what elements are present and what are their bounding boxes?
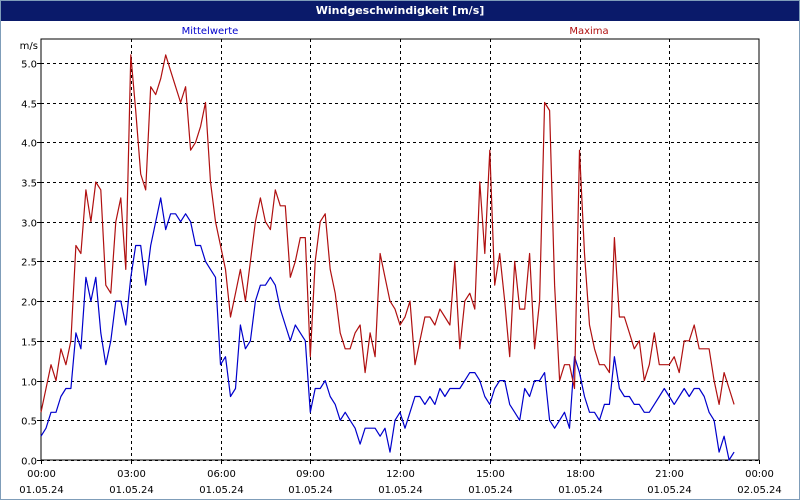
x-tick-date-label: 01.05.24 [558, 485, 603, 496]
legend-maxima: Maxima [569, 26, 608, 37]
y-tick-label: 1.5 [21, 338, 37, 349]
x-tick-date-label: 01.05.24 [468, 485, 513, 496]
x-tick-time-label: 00:00 [745, 469, 774, 480]
x-tick-date-label: 02.05.24 [737, 485, 782, 496]
series-line-maxima [40, 54, 735, 413]
y-tick-label: 2.0 [21, 298, 37, 309]
y-tick-label: 5.0 [21, 60, 37, 71]
y-tick-label: 3.5 [21, 179, 37, 190]
x-tick-time-label: 00:00 [27, 469, 56, 480]
y-tick-label: 2.5 [21, 258, 37, 269]
y-tick-label: 0.5 [21, 417, 37, 428]
y-tick-label: 1.0 [21, 378, 37, 389]
y-tick-label: 0.0 [21, 457, 37, 468]
y-axis-label: m/s [20, 41, 38, 52]
x-tick-time-label: 21:00 [655, 469, 684, 480]
y-tick-label: 4.0 [21, 139, 37, 150]
x-tick-date-label: 01.05.24 [378, 485, 423, 496]
x-tick-date-label: 01.05.24 [647, 485, 692, 496]
x-tick-time-label: 03:00 [117, 469, 146, 480]
window-title: Windgeschwindigkeit [m/s] [1, 1, 799, 21]
x-tick-time-label: 12:00 [386, 469, 415, 480]
x-tick-date-label: 01.05.24 [199, 485, 244, 496]
legend-mittelwerte: Mittelwerte [182, 26, 239, 37]
x-tick-date-label: 01.05.24 [19, 485, 64, 496]
y-tick-label: 3.0 [21, 219, 37, 230]
x-tick-time-label: 18:00 [566, 469, 595, 480]
x-tick-time-label: 09:00 [296, 469, 325, 480]
series-line-mittelwerte [40, 197, 735, 461]
y-tick-label: 4.5 [21, 100, 37, 111]
x-tick-time-label: 06:00 [207, 469, 236, 480]
x-tick-time-label: 15:00 [476, 469, 505, 480]
x-tick-date-label: 01.05.24 [288, 485, 333, 496]
x-tick-date-label: 01.05.24 [109, 485, 154, 496]
